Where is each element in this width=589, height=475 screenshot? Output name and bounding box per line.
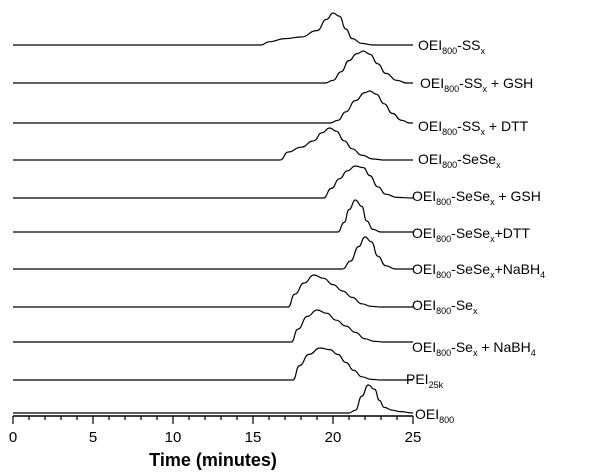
trace-2	[13, 50, 413, 84]
trace-9	[12, 309, 413, 343]
x-tick-label: 15	[245, 429, 262, 446]
trace-11	[12, 384, 414, 414]
x-tick-label: 0	[9, 429, 17, 446]
trace-label-7: OEI800-SeSex+NaBH4	[412, 261, 545, 280]
trace-label-1: OEI800-SSx	[418, 37, 486, 56]
trace-label-group: OEI800-SSx OEI800-SSx + GSH OEI800-SSx + D…	[406, 37, 545, 425]
trace-3	[12, 90, 413, 124]
trace-label-10: PEI25k	[406, 371, 444, 390]
trace-label-5: OEI800-SeSex + GSH	[412, 188, 541, 207]
x-tick-label: 20	[325, 429, 342, 446]
x-tick-label: 25	[405, 429, 422, 446]
trace-4	[12, 127, 413, 161]
x-ticks: 0 5 10 15 20 25	[9, 416, 422, 446]
trace-group	[12, 12, 414, 414]
trace-label-11: OEI800	[415, 406, 454, 425]
trace-10	[12, 347, 413, 381]
trace-label-9: OEI800-Sex + NaBH4	[412, 339, 536, 358]
trace-label-2: OEI800-SSx + GSH	[420, 75, 533, 94]
trace-6	[12, 199, 413, 233]
trace-5	[12, 165, 414, 199]
x-tick-label: 10	[165, 429, 182, 446]
trace-7	[13, 236, 413, 270]
trace-label-8: OEI800-Sex	[412, 297, 478, 316]
trace-8	[12, 274, 413, 308]
trace-label-4: OEI800-SeSex	[418, 151, 501, 170]
x-tick-label: 5	[89, 429, 97, 446]
x-axis-label: Time (minutes)	[149, 450, 277, 470]
trace-1	[13, 12, 413, 46]
trace-label-3: OEI800-SSx + DTT	[418, 118, 529, 137]
trace-label-6: OEI800-SeSex+DTT	[412, 225, 530, 244]
